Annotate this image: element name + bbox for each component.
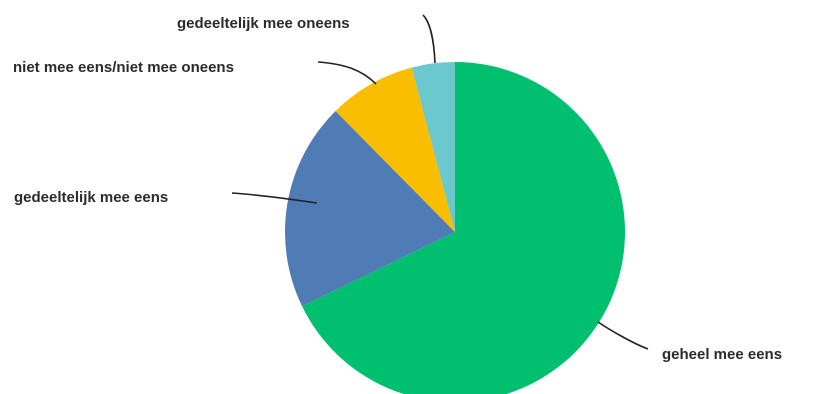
pie-slice-gedeeltelijk-mee-eens [284,111,455,307]
pie-slices [284,62,625,394]
label-geheel-mee-eens: geheel mee eens [662,346,782,363]
slice-labels: geheel mee eens gedeeltelijk mee eens ni… [13,15,782,363]
label-gedeeltelijk-mee-eens: gedeeltelijk mee eens [14,189,168,206]
pie-slice-geheel-mee-eens [302,62,625,394]
pie-slice-gedeeltelijk-mee-oneens [411,62,455,232]
pie-slice-niet-mee-eens-niet-mee-oneens [335,67,455,232]
label-niet-mee-eens-niet-mee-oneens: niet mee eens/niet mee oneens [13,59,234,76]
leader-lines [231,14,649,350]
leader-line-gedeeltelijk-mee-eens [231,192,318,204]
leader-line-gedeeltelijk-mee-oneens [422,14,436,64]
leader-line-niet-mee-eens-niet-mee-oneens [317,61,377,85]
label-gedeeltelijk-mee-oneens: gedeeltelijk mee oneens [177,15,350,32]
leader-line-geheel-mee-eens [597,321,649,350]
